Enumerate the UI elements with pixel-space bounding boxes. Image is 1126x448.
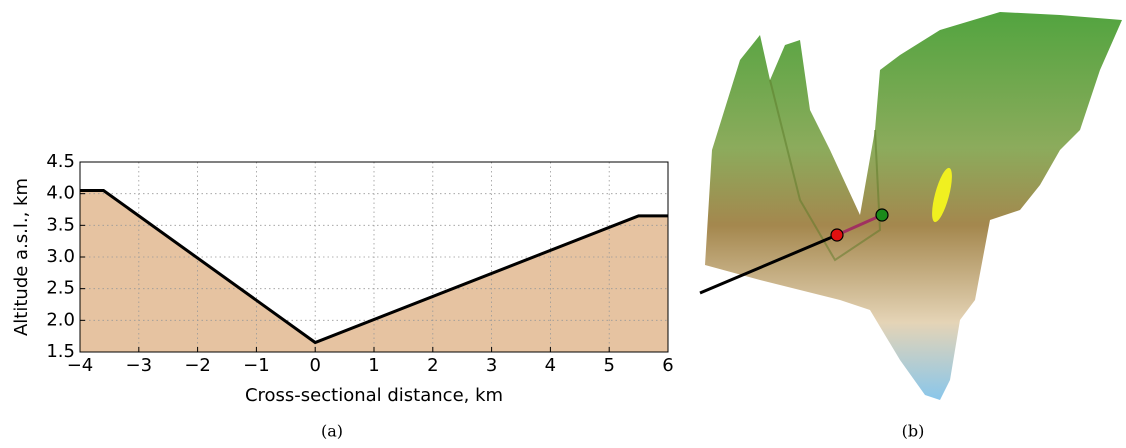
x-tick-label: 4 [545, 355, 556, 376]
body: Cross-sectional distance, km Altitude a.… [0, 0, 1126, 444]
x-tick-label: −2 [184, 355, 211, 376]
x-tick-label: 6 [662, 355, 673, 376]
x-tick-label: 0 [309, 355, 320, 376]
terrain-surface [705, 12, 1122, 400]
y-tick-label: 1.5 [46, 341, 75, 362]
x-tick-label: 1 [368, 355, 379, 376]
figure: Cross-sectional distance, km Altitude a.… [0, 0, 1126, 444]
y-tick-label: 4.5 [46, 151, 75, 172]
y-tick-label: 4.0 [46, 183, 75, 204]
x-tick-label: 5 [603, 355, 614, 376]
y-axis-label: Altitude a.s.l., km [11, 178, 32, 336]
x-tick-label: −1 [243, 355, 270, 376]
caption: (a) [321, 422, 343, 441]
red-point [831, 229, 843, 241]
caption: (b) [902, 422, 925, 441]
y-tick-label: 2.0 [46, 309, 75, 330]
y-tick-label: 3.5 [46, 214, 75, 235]
page: {"chart_data": {"type": "area", "xlabel"… [0, 0, 1126, 444]
x-tick-label: 3 [486, 355, 497, 376]
x-tick-label: 2 [427, 355, 438, 376]
y-tick-label: 2.5 [46, 278, 75, 299]
terrain-3d [700, 12, 1122, 400]
y-tick-label: 3.0 [46, 246, 75, 267]
green-point [876, 209, 888, 221]
x-axis-label: Cross-sectional distance, km [245, 385, 503, 406]
x-tick-label: −3 [126, 355, 153, 376]
